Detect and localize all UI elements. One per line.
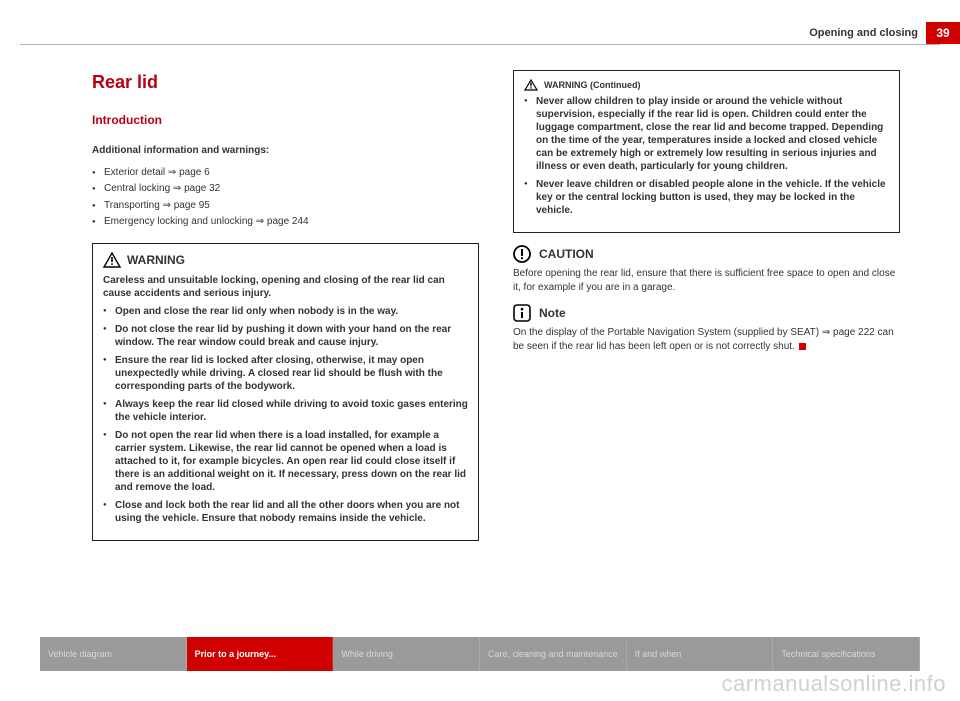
warning-item: Open and close the rear lid only when no… (103, 305, 468, 318)
end-marker-icon (799, 343, 806, 350)
note-text-content: On the display of the Portable Navigatio… (513, 327, 894, 352)
warning-list: Open and close the rear lid only when no… (103, 305, 468, 525)
right-column: WARNING (Continued) Never allow children… (513, 70, 900, 611)
watermark: carmanualsonline.info (721, 671, 946, 697)
caution-label: CAUTION (539, 246, 594, 262)
warning-item: Ensure the rear lid is locked after clos… (103, 354, 468, 393)
warning-item: Do not open the rear lid when there is a… (103, 429, 468, 494)
page-number: 39 (926, 22, 960, 44)
main-heading: Rear lid (92, 70, 479, 94)
warning-continued-box: WARNING (Continued) Never allow children… (513, 70, 900, 233)
reference-item: Central locking ⇒ page 32 (92, 182, 479, 196)
nav-technical-specs[interactable]: Technical specifications (773, 637, 920, 671)
warning-continued-list: Never allow children to play inside or a… (524, 95, 889, 217)
warning-item: Do not close the rear lid by pushing it … (103, 323, 468, 349)
note-text: On the display of the Portable Navigatio… (513, 326, 900, 353)
caution-circle-icon (513, 245, 531, 263)
left-column: Rear lid Introduction Additional informa… (92, 70, 479, 611)
note-label: Note (539, 305, 566, 321)
warning-label: WARNING (127, 252, 185, 268)
nav-vehicle-diagram[interactable]: Vehicle diagram (40, 637, 187, 671)
nav-prior-to-journey[interactable]: Prior to a journey... (187, 637, 334, 671)
reference-list: Exterior detail ⇒ page 6 Central locking… (92, 166, 479, 229)
nav-if-and-when[interactable]: If and when (627, 637, 774, 671)
warning-triangle-icon (524, 79, 538, 91)
section-title: Opening and closing (809, 27, 918, 39)
warning-continued-label: WARNING (Continued) (544, 79, 640, 91)
nav-care-cleaning[interactable]: Care, cleaning and maintenance (480, 637, 627, 671)
warning-box: WARNING Careless and unsuitable locking,… (92, 243, 479, 541)
note-header: Note (513, 304, 900, 322)
warning-triangle-icon (103, 252, 121, 268)
content: Rear lid Introduction Additional informa… (92, 70, 900, 611)
reference-item: Transporting ⇒ page 95 (92, 199, 479, 213)
bottom-nav: Vehicle diagram Prior to a journey... Wh… (40, 637, 920, 671)
header-rule (20, 44, 940, 45)
info-square-icon (513, 304, 531, 322)
sub-heading: Introduction (92, 112, 479, 128)
caution-text: Before opening the rear lid, ensure that… (513, 267, 900, 294)
reference-item: Exterior detail ⇒ page 6 (92, 166, 479, 180)
caution-header: CAUTION (513, 245, 900, 263)
header: Opening and closing 39 (809, 22, 960, 44)
warning-item: Always keep the rear lid closed while dr… (103, 398, 468, 424)
warning-item: Never leave children or disabled people … (524, 178, 889, 217)
warning-intro: Careless and unsuitable locking, opening… (103, 274, 468, 300)
reference-item: Emergency locking and unlocking ⇒ page 2… (92, 215, 479, 229)
warning-continued-header: WARNING (Continued) (524, 79, 889, 91)
warning-header: WARNING (103, 252, 468, 268)
warning-item: Close and lock both the rear lid and all… (103, 499, 468, 525)
warning-item: Never allow children to play inside or a… (524, 95, 889, 173)
nav-while-driving[interactable]: While driving (333, 637, 480, 671)
page: Opening and closing 39 Rear lid Introduc… (0, 0, 960, 701)
additional-info-label: Additional information and warnings: (92, 144, 479, 158)
